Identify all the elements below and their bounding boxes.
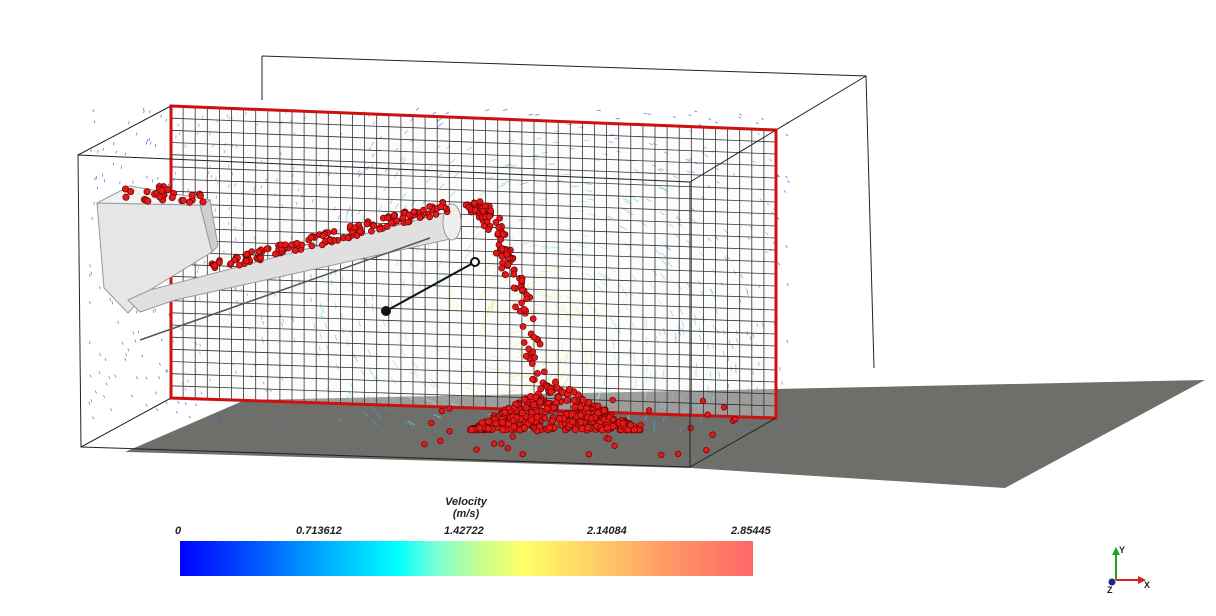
domain-box-front [77,105,777,468]
axis-y-label: Y [1119,545,1126,555]
legend-title: Velocity (m/s) [416,496,516,520]
legend-tick-0: 0 [175,525,182,537]
legend-tick-1: 0.713612 [296,525,342,537]
legend-tick-3: 2.14084 [587,525,627,537]
chute [127,203,462,341]
legend-unit: (m/s) [452,508,480,520]
pendulum-arm [381,257,480,316]
ground-shadow [125,380,1205,488]
particles [121,183,739,459]
axis-z-label: Z [1107,585,1113,595]
axes-triad [1108,547,1146,586]
axis-x-label: X [1144,580,1151,590]
velocity-colorbar [180,541,753,576]
domain-box-back [261,55,875,369]
legend-tick-4: 2.85445 [731,525,771,537]
legend-quantity: Velocity [445,496,487,508]
legend-tick-2: 1.42722 [444,525,484,537]
